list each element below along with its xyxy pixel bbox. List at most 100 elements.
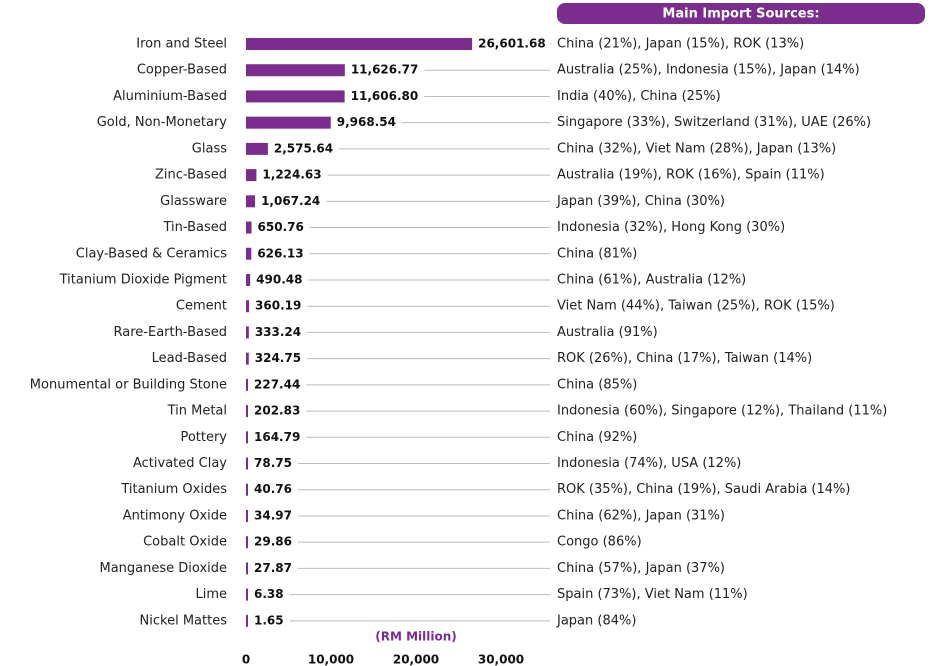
value-label: 11,606.80	[351, 89, 419, 103]
annotation: Spain (73%), Viet Nam (11%)	[557, 587, 748, 602]
annotation: Congo (86%)	[557, 535, 642, 550]
bar	[246, 273, 251, 286]
category-label: Pottery	[180, 430, 227, 445]
bar	[246, 614, 248, 627]
bar	[246, 326, 249, 339]
x-tick-label: 0	[242, 653, 250, 666]
category-label: Activated Clay	[133, 456, 227, 471]
category-label: Copper-Based	[137, 63, 227, 78]
x-tick-label: 10,000	[308, 653, 354, 666]
category-label: Monumental or Building Stone	[30, 377, 227, 392]
bar	[246, 405, 248, 418]
value-label: 78.75	[254, 456, 292, 470]
category-label: Titanium Oxides	[120, 482, 227, 497]
bar	[246, 90, 345, 103]
annotation: Viet Nam (44%), Taiwan (25%), ROK (15%)	[557, 299, 835, 314]
bar	[246, 116, 331, 129]
bar	[246, 483, 248, 496]
value-label: 1,067.24	[261, 194, 320, 208]
category-label: Gold, Non-Monetary	[97, 115, 228, 130]
annotation: Indonesia (60%), Singapore (12%), Thaila…	[557, 404, 887, 419]
value-label: 9,968.54	[337, 115, 396, 129]
annotation: China (57%), Japan (37%)	[557, 561, 725, 576]
annotation: ROK (35%), China (19%), Saudi Arabia (14…	[557, 482, 850, 497]
category-label: Nickel Mattes	[140, 613, 228, 628]
category-label: Titanium Dioxide Pigment	[59, 272, 227, 287]
x-axis-label: (RM Million)	[375, 630, 457, 644]
annotation: Indonesia (74%), USA (12%)	[557, 456, 741, 471]
value-label: 650.76	[258, 220, 304, 234]
annotation: Japan (39%), China (30%)	[556, 194, 725, 209]
bar	[246, 562, 248, 575]
annotation: China (32%), Viet Nam (28%), Japan (13%)	[557, 141, 836, 156]
bar	[246, 352, 249, 365]
value-label: 6.38	[254, 587, 284, 601]
header-box	[557, 3, 925, 24]
value-label: 1.65	[254, 613, 284, 627]
value-label: 360.19	[255, 299, 301, 313]
value-label: 34.97	[254, 508, 292, 522]
value-label: 11,626.77	[351, 63, 419, 77]
x-tick-label: 30,000	[478, 653, 524, 666]
value-label: 626.13	[257, 246, 303, 260]
value-label: 164.79	[254, 430, 300, 444]
annotation: Indonesia (32%), Hong Kong (30%)	[557, 220, 785, 235]
category-label: Tin Metal	[167, 404, 227, 419]
annotation: Japan (84%)	[556, 613, 636, 628]
annotation: Australia (19%), ROK (16%), Spain (11%)	[557, 168, 825, 183]
header: Main Import Sources:	[662, 7, 819, 22]
bar	[246, 195, 256, 208]
category-label: Antimony Oxide	[123, 508, 227, 523]
category-label: Tin-Based	[162, 220, 227, 235]
annotation: Australia (91%)	[557, 325, 658, 340]
bar	[246, 64, 345, 77]
category-label: Manganese Dioxide	[99, 561, 227, 576]
annotation: Singapore (33%), Switzerland (31%), UAE …	[557, 115, 871, 130]
value-label: 227.44	[254, 377, 300, 391]
annotation: China (21%), Japan (15%), ROK (13%)	[557, 37, 804, 52]
annotation: Australia (25%), Indonesia (15%), Japan …	[557, 63, 860, 78]
category-label: Cement	[176, 299, 227, 314]
annotation: China (62%), Japan (31%)	[557, 508, 725, 523]
bar	[246, 169, 257, 182]
category-label: Clay-Based & Ceramics	[76, 246, 227, 261]
bar	[246, 431, 248, 444]
bar	[246, 142, 268, 155]
value-label: 29.86	[254, 535, 292, 549]
annotation: ROK (26%), China (17%), Taiwan (14%)	[557, 351, 812, 366]
value-label: 27.87	[254, 561, 292, 575]
bar	[246, 509, 248, 522]
value-label: 333.24	[255, 325, 301, 339]
bar	[246, 457, 248, 470]
value-label: 1,224.63	[262, 168, 321, 182]
bar	[246, 588, 248, 601]
category-label: Lead-Based	[152, 351, 227, 366]
bar	[246, 378, 248, 391]
bar	[246, 247, 252, 260]
annotation: China (81%)	[557, 246, 637, 261]
category-label: Glass	[192, 141, 227, 156]
bar	[246, 300, 250, 313]
category-label: Cobalt Oxide	[143, 535, 227, 550]
value-label: 490.48	[256, 272, 302, 286]
category-label: Rare-Earth-Based	[114, 325, 227, 340]
x-tick-label: 20,000	[393, 653, 439, 666]
bar	[246, 221, 252, 234]
category-label: Iron and Steel	[136, 37, 227, 52]
value-label: 202.83	[254, 404, 300, 418]
annotation: China (92%)	[557, 430, 637, 445]
bar	[246, 38, 473, 50]
category-label: Glassware	[160, 194, 227, 209]
annotation: India (40%), China (25%)	[557, 89, 721, 104]
category-label: Lime	[195, 587, 227, 602]
annotation: China (61%), Australia (12%)	[557, 272, 746, 287]
value-label: 2,575.64	[274, 141, 333, 155]
annotation: China (85%)	[557, 377, 637, 392]
category-label: Aluminium-Based	[113, 89, 227, 104]
value-label: 26,601.68	[478, 37, 546, 51]
bar	[246, 536, 248, 549]
value-label: 324.75	[255, 351, 301, 365]
category-label: Zinc-Based	[155, 168, 227, 183]
value-label: 40.76	[254, 482, 292, 496]
